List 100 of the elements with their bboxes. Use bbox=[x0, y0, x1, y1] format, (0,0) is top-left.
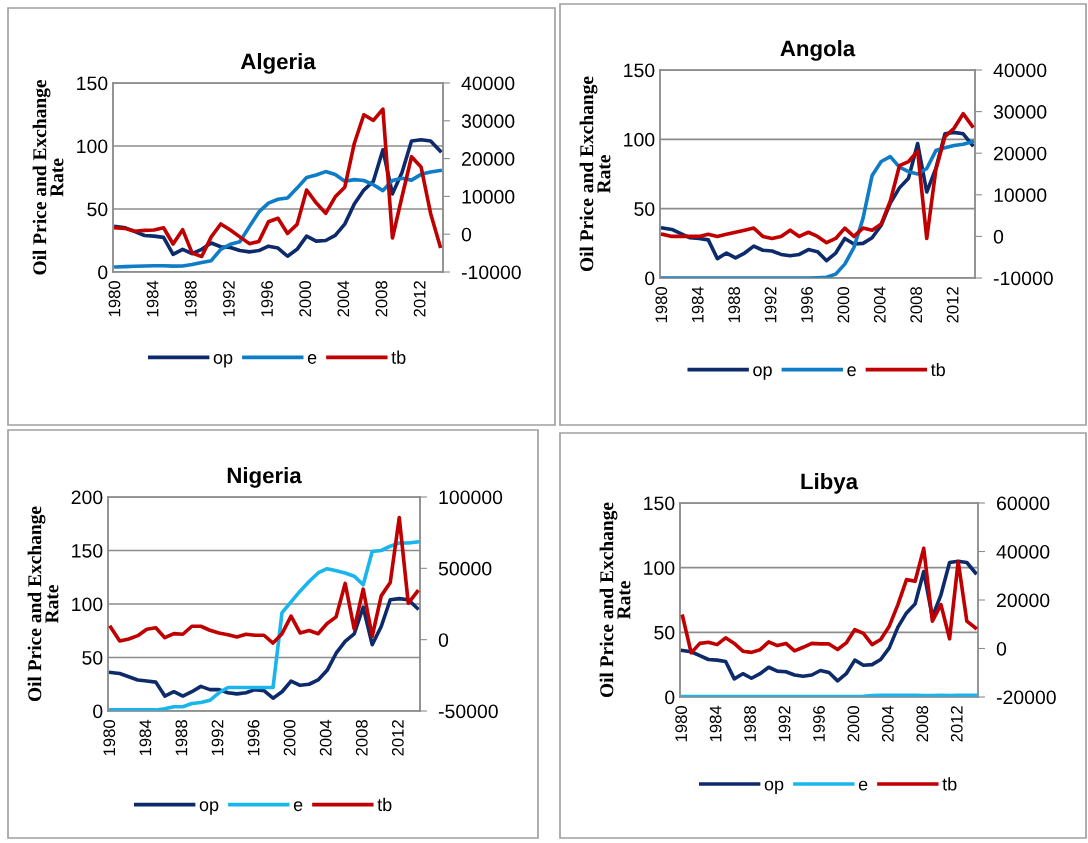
legend-label: op bbox=[764, 780, 784, 795]
x-tick-label: 1988 bbox=[744, 706, 756, 742]
y2-tick-label: -20000 bbox=[996, 690, 1056, 705]
y2-tick-label: 40000 bbox=[996, 544, 1050, 559]
y2-tick-label: 0 bbox=[438, 633, 449, 647]
y2-tick-label: 30000 bbox=[993, 105, 1047, 119]
x-tick-label: 2008 bbox=[916, 706, 929, 742]
chart-title: Algeria bbox=[240, 53, 316, 74]
legend-label: op bbox=[213, 353, 233, 368]
line-series bbox=[680, 559, 978, 683]
x-tick-label: 2012 bbox=[950, 706, 963, 742]
y2-tick-label: 10000 bbox=[994, 188, 1047, 203]
y2-tick-label: 30000 bbox=[461, 114, 515, 129]
x-tick-label: 1996 bbox=[247, 720, 260, 756]
x-tick-label: 2004 bbox=[337, 280, 350, 317]
y-tick-label: 150 bbox=[624, 63, 655, 78]
y2-tick-label: 0 bbox=[993, 229, 1004, 244]
x-tick-label: 1988 bbox=[175, 720, 188, 756]
y-tick-label: 0 bbox=[93, 704, 103, 719]
line-series bbox=[660, 111, 975, 245]
legend-label: e bbox=[858, 780, 868, 791]
y-tick-label: 150 bbox=[72, 543, 103, 558]
x-tick-label: 2004 bbox=[873, 286, 886, 323]
y-tick-label: 100 bbox=[624, 132, 655, 147]
legend-label: e bbox=[293, 801, 303, 812]
x-tick-label: 1992 bbox=[778, 706, 791, 742]
y2-tick-label: 0 bbox=[996, 641, 1007, 656]
x-tick-label: 1980 bbox=[675, 705, 688, 742]
y-tick-label: 200 bbox=[71, 490, 103, 505]
x-tick-label: 1996 bbox=[813, 706, 825, 742]
chart-title: Nigeria bbox=[227, 467, 302, 488]
x-tick-label: 1980 bbox=[655, 286, 668, 323]
x-tick-label: 2012 bbox=[391, 720, 404, 756]
y-tick-label: 50 bbox=[82, 650, 103, 665]
line-series bbox=[114, 107, 442, 259]
x-tick-label: 2000 bbox=[837, 286, 850, 323]
legend-label: tb bbox=[377, 797, 392, 812]
y-tick-label: 100 bbox=[72, 597, 103, 612]
line-series bbox=[108, 596, 420, 700]
chart-title: Angola bbox=[780, 40, 856, 61]
y-axis-title: Oil Price and Exchange Rate bbox=[27, 506, 59, 702]
x-tick-label: 2004 bbox=[881, 705, 894, 742]
line-series bbox=[680, 546, 978, 655]
y-tick-label: 100 bbox=[644, 561, 675, 575]
x-tick-label: 1980 bbox=[103, 719, 116, 756]
y-axis-title: Oil Price and Exchange Rate bbox=[579, 76, 611, 272]
legend-label: op bbox=[199, 801, 219, 815]
x-tick-label: 1984 bbox=[691, 286, 704, 323]
y2-tick-label: 20000 bbox=[462, 152, 515, 166]
x-tick-label: 1996 bbox=[261, 281, 273, 317]
x-tick-label: 2000 bbox=[299, 280, 312, 317]
y2-tick-label: 40000 bbox=[993, 63, 1047, 78]
y-tick-label: 50 bbox=[87, 202, 108, 217]
x-tick-label: 2004 bbox=[319, 719, 332, 756]
y2-tick-label: 60000 bbox=[997, 496, 1050, 511]
legend-label: op bbox=[753, 366, 772, 380]
y-axis-title: Oil Price and Exchange Rate bbox=[599, 502, 631, 698]
x-tick-label: 1992 bbox=[764, 287, 777, 323]
x-tick-label: 1988 bbox=[728, 287, 741, 323]
y2-tick-label: 40000 bbox=[461, 76, 515, 91]
x-tick-label: 2000 bbox=[847, 705, 860, 742]
y-tick-label: 0 bbox=[645, 271, 655, 286]
x-tick-label: 1992 bbox=[211, 720, 224, 756]
chart-title: Libya bbox=[801, 473, 859, 494]
y-axis-title: Oil Price and Exchange Rate bbox=[32, 79, 64, 275]
legend-label: tb bbox=[930, 362, 945, 377]
x-tick-label: 2008 bbox=[910, 287, 923, 323]
y2-tick-label: 100000 bbox=[439, 490, 503, 505]
x-tick-label: 2008 bbox=[375, 281, 388, 317]
y2-tick-label: 20000 bbox=[997, 593, 1050, 608]
y2-tick-label: 50000 bbox=[438, 561, 492, 576]
x-tick-label: 2000 bbox=[283, 719, 296, 756]
x-tick-label: 1984 bbox=[139, 719, 152, 756]
line-series bbox=[108, 515, 420, 645]
y-tick-label: 150 bbox=[77, 76, 108, 91]
x-tick-label: 1984 bbox=[146, 280, 159, 317]
legend-label: tb bbox=[942, 777, 957, 791]
y-tick-label: 0 bbox=[98, 265, 108, 280]
y-tick-label: 50 bbox=[654, 625, 675, 640]
y2-tick-label: -10000 bbox=[461, 265, 521, 280]
x-tick-label: 1988 bbox=[184, 281, 197, 317]
y2-tick-label: -10000 bbox=[993, 271, 1053, 286]
x-tick-label: 1984 bbox=[709, 705, 722, 742]
legend-label: tb bbox=[391, 350, 406, 364]
y2-tick-label: 10000 bbox=[462, 189, 515, 204]
y2-tick-label: 0 bbox=[461, 227, 472, 242]
legend-label: e bbox=[307, 353, 317, 364]
y2-tick-label: -50000 bbox=[438, 704, 498, 719]
legend-label: e bbox=[847, 366, 856, 377]
y-tick-label: 150 bbox=[644, 496, 675, 511]
x-tick-label: 1992 bbox=[222, 281, 235, 317]
y-tick-label: 100 bbox=[77, 139, 108, 154]
y-tick-label: 50 bbox=[634, 202, 655, 216]
y2-tick-label: 20000 bbox=[994, 146, 1047, 161]
x-tick-label: 2008 bbox=[355, 720, 368, 756]
x-tick-label: 1980 bbox=[108, 280, 121, 317]
y-tick-label: 0 bbox=[665, 690, 675, 705]
x-tick-label: 2012 bbox=[413, 281, 426, 317]
x-tick-label: 2012 bbox=[946, 287, 959, 323]
x-tick-label: 1996 bbox=[801, 287, 813, 323]
